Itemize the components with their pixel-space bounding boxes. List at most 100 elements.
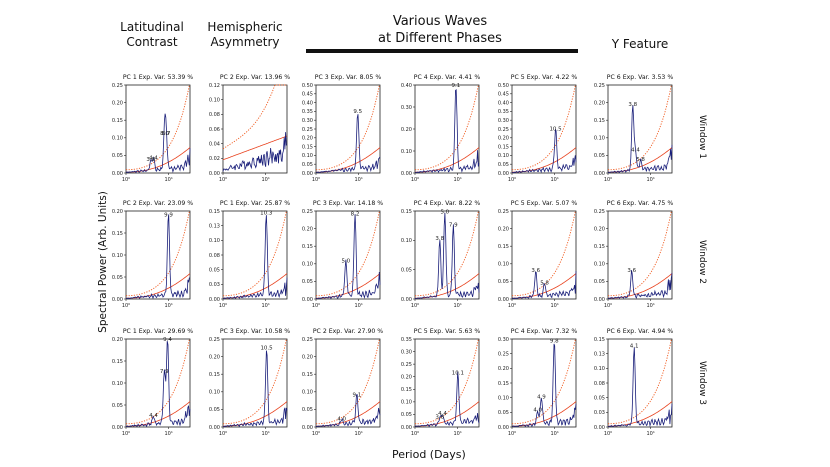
peak-label: 10.1 — [452, 371, 464, 377]
peak-label: 8.0 — [160, 131, 169, 137]
y-tick-label: 0.25 — [302, 209, 313, 215]
y-tick-label: 0.15 — [209, 372, 220, 378]
peak-label: 9.4 — [163, 337, 172, 343]
y-tick-label: 0.10 — [498, 395, 509, 401]
peak-label: 9.9 — [164, 213, 173, 219]
x-tick-label: 10¹ — [646, 303, 654, 309]
peak-label: 5.8 — [636, 157, 645, 163]
x-tick-label: 10⁰ — [312, 431, 320, 437]
peak-label: 4.4 — [149, 156, 158, 162]
confidence-curve — [415, 338, 480, 425]
y-tick-label: 0.13 — [209, 223, 220, 229]
panel-title: PC 4 Exp. Var. 7.32 % — [511, 328, 578, 335]
peak-label: 4.4 — [631, 147, 640, 153]
red-noise-fit — [222, 135, 288, 161]
y-tick-label: 0.25 — [209, 337, 220, 343]
y-tick-label: 0.05 — [302, 407, 313, 413]
y-tick-label: 0.05 — [112, 153, 123, 159]
y-tick-label: 0.50 — [302, 83, 313, 89]
y-tick-label: 0.35 — [302, 109, 313, 115]
spectrum-line — [315, 114, 381, 173]
confidence-curve — [512, 338, 577, 425]
x-tick-label: 10⁰ — [122, 303, 130, 309]
y-tick-label: 0.20 — [209, 354, 220, 360]
panel-frame — [222, 84, 288, 174]
peak-label: 7.9 — [160, 369, 169, 375]
y-tick-label: 0.25 — [401, 362, 412, 368]
y-tick-label: 0.40 — [302, 100, 313, 106]
panel-title: PC 1 Exp. Var. 53.39 % — [123, 74, 193, 81]
y-tick-label: 0.20 — [401, 375, 412, 381]
red-noise-fit — [223, 401, 288, 427]
peak-label: 4.1 — [630, 343, 639, 349]
y-tick-label: 0.00 — [209, 171, 220, 177]
y-tick-label: 0.03 — [594, 410, 605, 416]
header-y-feature: Y Feature — [611, 37, 669, 51]
y-tick-label: 0.05 — [594, 279, 605, 285]
confidence-curve — [608, 84, 673, 171]
x-tick-label: 10⁰ — [604, 177, 612, 183]
y-tick-label: 0.10 — [209, 238, 220, 244]
peak-label: 5.0 — [440, 209, 449, 215]
peak-label: 4.4 — [149, 413, 158, 419]
peak-label: 10.3 — [260, 211, 273, 217]
x-tick-label: 10⁰ — [411, 303, 419, 309]
peak-label: 9.1 — [452, 83, 461, 89]
y-tick-label: 0.00 — [302, 171, 313, 177]
waves-group-bar — [306, 49, 578, 53]
peak-label: 3.8 — [146, 157, 155, 163]
x-tick-label: 10¹ — [261, 303, 269, 309]
peak-label: 3.8 — [435, 236, 444, 242]
peak-label: 9.8 — [550, 338, 559, 344]
x-tick-label: 10¹ — [354, 431, 362, 437]
panel-frame — [414, 84, 480, 174]
y-tick-label: 0.10 — [209, 390, 220, 396]
confidence-curve — [608, 338, 673, 425]
y-tick-label: 0.15 — [401, 209, 412, 215]
confidence-curve — [126, 210, 191, 297]
panel-title: PC 6 Exp. Var. 4.94 % — [607, 328, 674, 335]
y-tick-label: 0.15 — [498, 144, 509, 150]
y-tick-label: 0.30 — [401, 349, 412, 355]
y-tick-label: 0.15 — [401, 387, 412, 393]
y-tick-label: 0.20 — [302, 136, 313, 142]
y-tick-label: 0.25 — [498, 209, 509, 215]
peak-label: 3.8 — [435, 415, 444, 421]
y-tick-label: 0.20 — [594, 226, 605, 232]
panel-title: PC 1 Exp. Var. 29.69 % — [123, 328, 193, 335]
x-tick-label: 10⁰ — [411, 431, 419, 437]
y-tick-label: 0.00 — [594, 425, 605, 431]
x-tick-label: 10¹ — [550, 303, 558, 309]
y-tick-label: 0.20 — [594, 100, 605, 106]
y-tick-label: 0.05 — [594, 395, 605, 401]
y-tick-label: 0.45 — [498, 92, 509, 98]
peak-label: 8.2 — [351, 211, 360, 217]
y-tick-label: 0.06 — [209, 127, 220, 133]
y-tick-label: 0.00 — [112, 171, 123, 177]
y-tick-label: 0.25 — [302, 127, 313, 133]
y-tick-label: 0.10 — [112, 381, 123, 387]
y-tick-label: 0.10 — [401, 149, 412, 155]
peak-label: 10.5 — [549, 127, 562, 133]
y-tick-label: 0.00 — [498, 297, 509, 303]
spectrum-line — [607, 347, 673, 428]
spectrum-line — [125, 341, 191, 428]
spectrum-line — [414, 212, 480, 300]
spectrum-line — [607, 270, 673, 300]
y-tick-label: 0.05 — [498, 162, 509, 168]
y-tick-label: 0.15 — [594, 337, 605, 343]
y-tick-label: 0.00 — [594, 297, 605, 303]
panel-frame — [315, 210, 381, 300]
y-tick-label: 0.15 — [498, 381, 509, 387]
red-noise-fit — [223, 273, 288, 299]
y-tick-label: 0.15 — [112, 118, 123, 124]
y-tick-label: 0.12 — [209, 83, 220, 89]
x-tick-label: 10⁰ — [122, 177, 130, 183]
x-tick-label: 10¹ — [453, 303, 461, 309]
y-tick-label: 0.20 — [401, 127, 412, 133]
spectrum-line — [414, 88, 480, 174]
y-tick-label: 0.20 — [112, 337, 123, 343]
peak-label: 9.5 — [353, 109, 362, 115]
y-tick-label: 0.05 — [401, 412, 412, 418]
